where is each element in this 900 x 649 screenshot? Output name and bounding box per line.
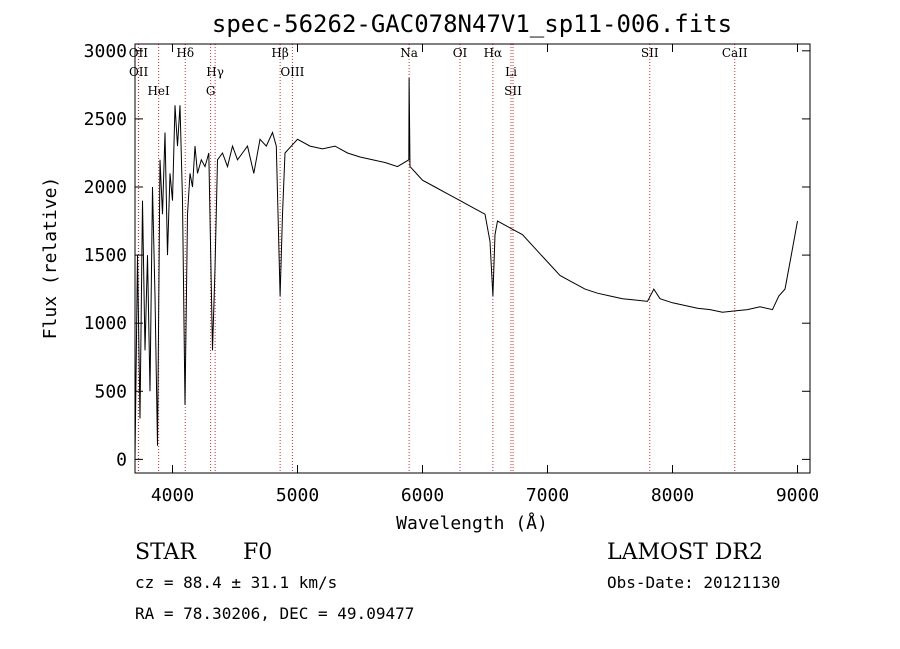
emission-line-label: OIII (280, 65, 304, 79)
emission-line-markers (137, 44, 736, 473)
emission-line-label: OII (129, 46, 149, 60)
object-subclass: F0 (243, 540, 272, 565)
x-axis-ticks: 4000 5000 6000 7000 8000 9000 (151, 44, 819, 506)
x-tick-label: 9000 (776, 485, 819, 506)
y-tick-label: 2000 (84, 177, 127, 198)
y-axis-ticks: 0 500 1000 1500 2000 2500 3000 (84, 41, 810, 470)
emission-line-label: Hδ (176, 46, 194, 60)
y-tick-label: 500 (94, 381, 127, 402)
x-tick-label: 6000 (401, 485, 444, 506)
y-tick-label: 3000 (84, 41, 127, 62)
chart-title: spec-56262-GAC078N47V1_sp11-006.fits (212, 10, 732, 38)
emission-line-label: Hα (484, 46, 503, 60)
sky-coordinates: RA = 78.30206, DEC = 49.09477 (135, 604, 414, 623)
x-tick-label: 5000 (276, 485, 319, 506)
spectrum-line (134, 77, 798, 460)
y-tick-label: 1500 (84, 245, 127, 266)
emission-line-label: SII (504, 84, 522, 98)
y-tick-label: 0 (116, 449, 127, 470)
emission-line-label: HeI (147, 84, 170, 98)
x-tick-label: 7000 (526, 485, 569, 506)
emission-line-label: Hβ (271, 46, 288, 60)
emission-line-label: SII (641, 46, 659, 60)
emission-line-label: OI (453, 46, 468, 60)
y-tick-label: 2500 (84, 109, 127, 130)
x-axis-label: Wavelength (Å) (396, 512, 548, 534)
emission-line-label: Li (505, 65, 517, 79)
object-class: STAR (135, 540, 197, 565)
emission-line-label: OII (129, 65, 149, 79)
x-tick-label: 8000 (651, 485, 694, 506)
emission-line-label: Na (400, 46, 418, 60)
emission-line-label: G (206, 84, 216, 98)
emission-line-label: Hγ (206, 65, 224, 79)
y-tick-label: 1000 (84, 313, 127, 334)
x-tick-label: 4000 (151, 485, 194, 506)
survey-name: LAMOST DR2 (607, 540, 763, 565)
y-axis-label: Flux (relative) (40, 177, 61, 340)
redshift-velocity: cz = 88.4 ± 31.1 km/s (135, 573, 337, 592)
observation-date: Obs-Date: 20121130 (607, 573, 780, 592)
plot-frame (134, 43, 811, 474)
emission-line-label: CaII (722, 46, 748, 60)
